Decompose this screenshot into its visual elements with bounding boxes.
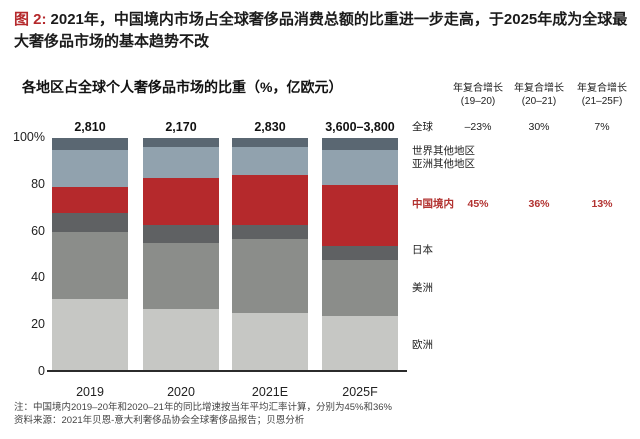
footnotes: 注：中国境内2019–20年和2020–21年的同比增速按当年平均汇率计算，分别…	[14, 401, 614, 427]
region-row-global: 全球 –23% 30% 7%	[412, 121, 640, 134]
plot-area: 2,810 2019 2,170 2020 2,830 2021E 3,600–3,800 2…	[52, 120, 398, 399]
segment-japan	[52, 212, 128, 232]
segment-rest-of-asia	[52, 149, 128, 188]
y-tick-label: 100%	[13, 130, 45, 144]
bar-2021E: 2,830 2021E	[232, 120, 308, 399]
segment-europe	[143, 308, 219, 372]
y-tick-label: 20	[31, 317, 45, 332]
segment-mainland-china	[322, 184, 398, 246]
segment-rest-of-world	[143, 138, 219, 148]
region-row-rest-of-asia: 亚洲其他地区	[412, 158, 640, 171]
segment-rest-of-asia	[232, 147, 308, 176]
segment-americas	[232, 238, 308, 314]
growth-col-title: 年复合增长	[453, 83, 503, 94]
bar-total-label: 3,600–3,800	[325, 120, 395, 134]
segment-mainland-china	[143, 177, 219, 225]
growth-table: 年复合增长 (19–20) 年复合增长 (20–21) 年复合增长 (21–25F) 全球 –…	[412, 0, 640, 439]
x-axis-label: 2021E	[251, 385, 289, 399]
segment-mainland-china	[232, 175, 308, 225]
bar-2019: 2,810 2019	[52, 120, 128, 399]
segment-rest-of-world	[322, 138, 398, 150]
bar-total-label: 2,830	[254, 120, 286, 134]
x-axis-label: 2019	[76, 385, 104, 399]
y-tick-label: 80	[31, 176, 45, 191]
growth-value: 7%	[594, 121, 610, 133]
bar-2020: 2,170 2020	[143, 120, 219, 399]
region-row-mainland-china: 中国境内 45% 36% 13%	[412, 198, 640, 211]
x-axis-label: 2025F	[342, 385, 378, 399]
growth-col-period: (19–20)	[460, 96, 496, 107]
region-row-europe: 欧洲	[412, 339, 640, 352]
source-note: 资料来源：2021年贝恩-意大利奢侈品协会全球奢侈品报告；贝恩分析	[14, 415, 305, 426]
region-label: 世界其他地区	[412, 145, 475, 157]
bar-2025F: 3,600–3,800 2025F	[322, 120, 398, 399]
figure-label: 图 2:	[14, 11, 47, 28]
segment-rest-of-asia	[143, 147, 219, 178]
region-label: 欧洲	[412, 339, 433, 351]
region-label: 中国境内	[412, 198, 454, 210]
growth-col-header: 年复合增长 (19–20)	[444, 82, 512, 108]
x-axis-line	[47, 370, 407, 372]
y-tick-label: 60	[31, 223, 45, 238]
segment-americas	[322, 259, 398, 316]
growth-col-period: (20–21)	[521, 96, 557, 107]
segment-japan	[232, 224, 308, 239]
y-tick-label: 0	[38, 364, 45, 378]
segment-japan	[322, 245, 398, 260]
growth-col-header: 年复合增长 (21–25F)	[568, 82, 636, 108]
growth-col-header: 年复合增长 (20–21)	[505, 82, 573, 108]
region-row-japan: 日本	[412, 244, 640, 257]
segment-japan	[143, 224, 219, 244]
segment-europe	[232, 313, 308, 372]
segment-europe	[322, 315, 398, 372]
growth-col-period: (21–25F)	[581, 96, 623, 107]
segment-mainland-china	[52, 187, 128, 213]
region-label: 日本	[412, 244, 433, 256]
region-row-americas: 美洲	[412, 282, 640, 295]
y-tick-label: 40	[31, 270, 45, 285]
growth-value: 45%	[467, 198, 489, 210]
figure-caption-text: 2021年，中国境内市场占全球奢侈品消费总额的比重进一步走高，于2025年成为全…	[14, 11, 628, 50]
growth-value: 30%	[528, 121, 550, 133]
bar-total-label: 2,810	[74, 120, 106, 134]
segment-europe	[52, 299, 128, 372]
chart-title: 各地区占全球个人奢侈品市场的比重（%，亿欧元）	[22, 79, 343, 95]
footnote: 注：中国境内2019–20年和2020–21年的同比增速按当年平均汇率计算，分别…	[14, 402, 392, 413]
growth-col-title: 年复合增长	[514, 83, 564, 94]
growth-value: –23%	[464, 121, 492, 133]
segment-rest-of-asia	[322, 149, 398, 185]
bar-total-label: 2,170	[165, 120, 197, 134]
region-row-rest-of-world: 世界其他地区	[412, 145, 640, 158]
growth-col-title: 年复合增长	[577, 83, 627, 94]
segment-americas	[143, 243, 219, 309]
region-label: 全球	[412, 121, 433, 133]
segment-americas	[52, 231, 128, 300]
region-label: 美洲	[412, 282, 433, 294]
y-axis: 100% 80 60 40 20 0	[0, 0, 46, 439]
growth-value: 13%	[591, 198, 613, 210]
segment-rest-of-world	[232, 138, 308, 148]
figure-caption: 图 2: 2021年，中国境内市场占全球奢侈品消费总额的比重进一步走高，于2025…	[14, 9, 632, 53]
growth-value: 36%	[528, 198, 550, 210]
x-axis-label: 2020	[167, 385, 195, 399]
segment-rest-of-world	[52, 138, 128, 150]
region-label: 亚洲其他地区	[412, 158, 475, 170]
